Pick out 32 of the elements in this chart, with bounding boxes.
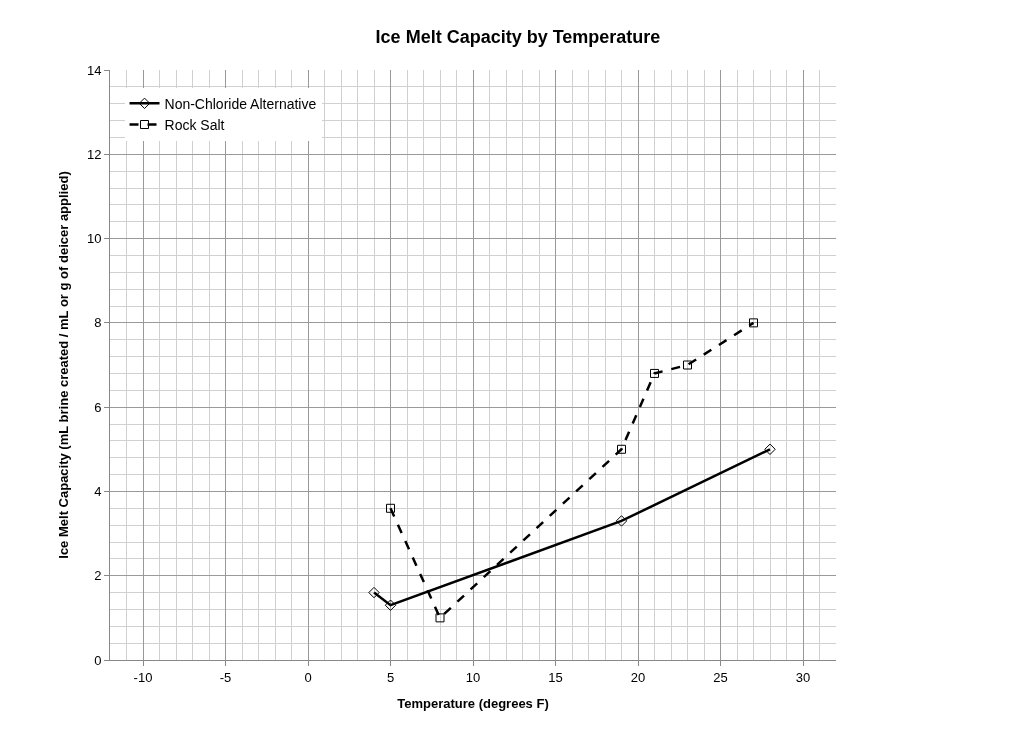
x-tick-label: 5 — [386, 669, 395, 685]
y-tick-label: 6 — [94, 399, 102, 415]
x-tick-label: 10 — [465, 669, 481, 685]
point — [617, 444, 626, 454]
point — [384, 599, 397, 611]
y-tick-label: 10 — [86, 231, 102, 247]
point — [764, 443, 776, 455]
point — [386, 503, 395, 513]
point — [435, 613, 445, 623]
legend-label: Rock Salt — [164, 116, 225, 133]
y-tick-label: 4 — [94, 483, 102, 499]
x-axis-title: Temperature (degrees F) — [397, 696, 549, 712]
y-tick-label: 12 — [86, 146, 102, 162]
point — [368, 586, 380, 599]
x-tick-label: 0 — [304, 669, 312, 685]
y-tick-label: 0 — [94, 652, 102, 668]
chart-title: Ice Melt Capacity by Temperature — [375, 26, 661, 47]
y-tick-label: 14 — [86, 62, 102, 78]
y-tick-label: 8 — [94, 315, 102, 331]
y-axis-title: Ice Melt Capacity (mL brine created / mL or g of deicer applied) — [55, 171, 71, 559]
point — [650, 368, 659, 378]
x-tick-label: 30 — [795, 669, 811, 685]
y-tick-label: 2 — [94, 568, 102, 584]
point — [615, 515, 628, 527]
x-tick-label: -10 — [133, 669, 153, 685]
point — [749, 318, 758, 328]
x-tick-label: 25 — [713, 669, 728, 685]
x-tick-label: -5 — [219, 669, 232, 685]
point — [683, 360, 692, 370]
x-tick-label: 15 — [548, 669, 563, 685]
legend-label: Non-Chloride Alternative — [164, 95, 317, 112]
x-tick-label: 20 — [630, 669, 646, 685]
